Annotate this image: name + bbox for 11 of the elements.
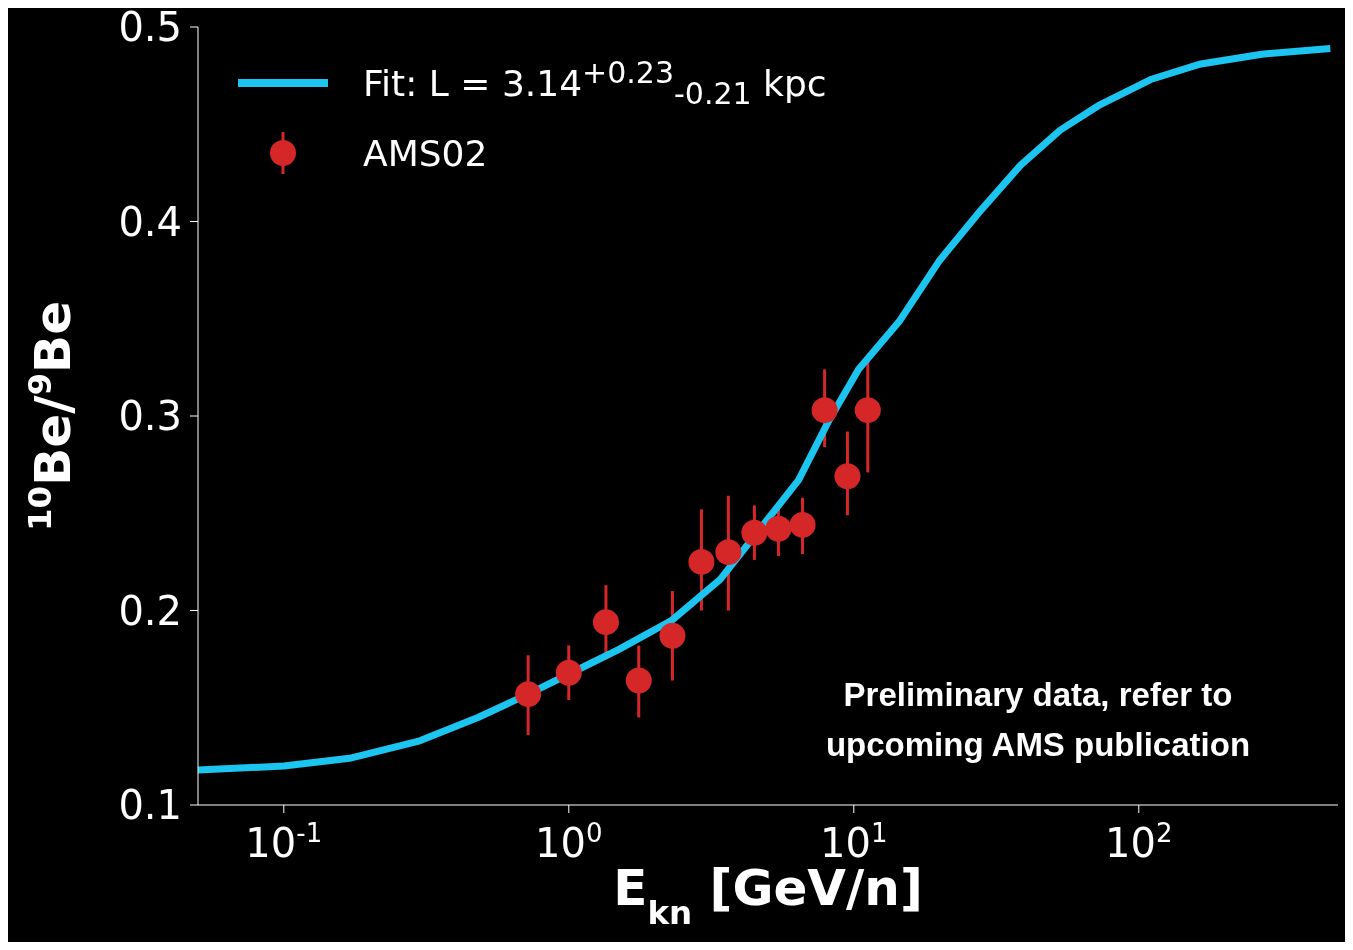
x-tick-label: 10$^{0}$ xyxy=(535,818,603,866)
x-tick-label: 10$^{-1}$ xyxy=(245,818,323,866)
y-tick-label: 0.4 xyxy=(118,198,182,245)
y-tick-label: 0.3 xyxy=(118,393,182,439)
y-tick-label: 0.2 xyxy=(118,587,182,634)
legend-label: Fit: L = 3.14$^{+0.23}$$_{-0.21}$ kpc xyxy=(363,54,827,112)
x-tick-label: 10$^{2}$ xyxy=(1105,818,1173,866)
legend-label: AMS02 xyxy=(363,132,488,174)
y-tick-label: 0.1 xyxy=(118,782,182,828)
y-tick-label: 0.5 xyxy=(118,4,182,50)
annotation: Preliminary data, refer to upcoming AMS publication xyxy=(824,675,1252,765)
